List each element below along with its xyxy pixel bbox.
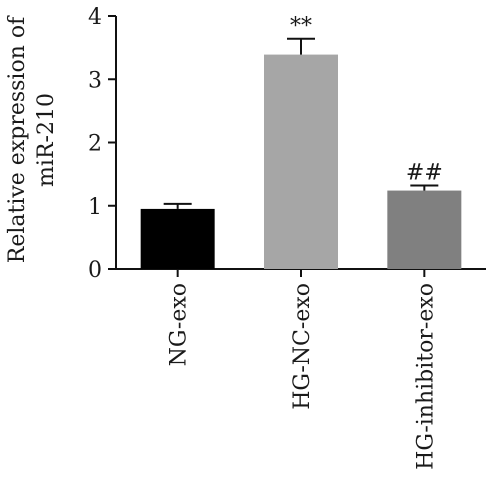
y-axis-title-line-1: Relative expression of [5, 15, 30, 263]
significance-label: ## [406, 161, 443, 186]
y-tick-label: 0 [88, 258, 102, 283]
significance-label: ** [290, 14, 312, 39]
x-tick-label: HG-inhibitor-exo [413, 283, 438, 470]
y-tick-label: 4 [88, 5, 102, 30]
x-tick-label: HG-NC-exo [290, 283, 315, 410]
bar [387, 190, 462, 269]
plot-area: 0 1 2 3 4 NG-exo ** HG-NC-exo ## HG-inhibitor-exo [88, 5, 486, 470]
y-tick-label: 3 [88, 68, 102, 93]
bar [264, 54, 338, 269]
y-tick-label: 1 [88, 195, 102, 220]
y-axis-title: Relative expression of miR-210 [5, 15, 59, 263]
bar [140, 208, 215, 269]
y-tick-label: 2 [88, 132, 102, 157]
y-axis-title-line-2: miR-210 [34, 93, 59, 187]
x-tick-label: NG-exo [167, 283, 192, 366]
